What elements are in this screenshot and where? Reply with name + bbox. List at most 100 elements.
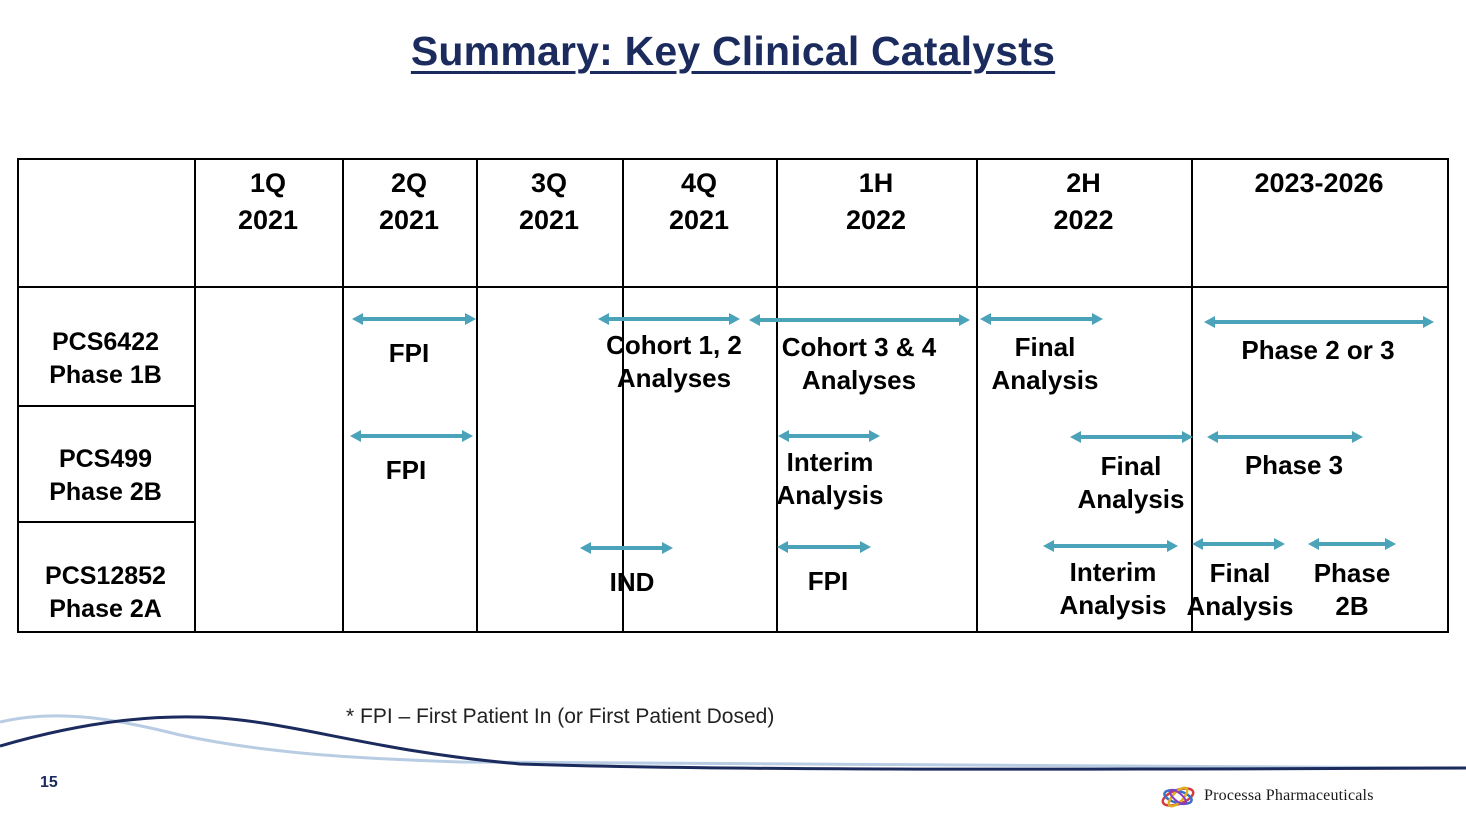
event-label-pcs12852-fpi: FPI [807, 566, 849, 596]
timeline-arrow-pcs499-phase3 [1207, 430, 1363, 444]
event-label-pcs499-fpi: FPI [385, 455, 427, 485]
column-header-line2: 2021 [518, 205, 580, 235]
row-label-name: PCS12852 [45, 562, 166, 590]
column-divider-1 [194, 158, 196, 633]
row-divider [17, 521, 194, 523]
timeline-arrow-pcs499-fpi [350, 429, 473, 443]
double-arrow-icon [980, 313, 1103, 325]
arrow-head-right [662, 542, 673, 554]
event-label-pcs12852-final: Final Analysis [1186, 558, 1294, 621]
column-header-line1: 2023-2026 [1254, 168, 1384, 198]
arrow-head-right [1274, 538, 1285, 550]
column-divider-8 [1447, 158, 1449, 633]
wave-dark-shape [0, 715, 1466, 771]
page-title: Summary: Key Clinical Catalysts [410, 28, 1056, 74]
arrow-head-left [1192, 538, 1203, 550]
arrow-head-left [980, 313, 991, 325]
arrow-head-right [1182, 431, 1193, 443]
logo-text: Processa Pharmaceuticals [1204, 787, 1374, 804]
column-header-line2: 2021 [668, 205, 730, 235]
timeline-arrow-pcs12852-fpi [777, 540, 871, 554]
event-label-pcs6422-final: Final Analysis [991, 332, 1099, 395]
column-header-line2: 2022 [845, 205, 907, 235]
column-divider-7 [1191, 158, 1193, 633]
double-arrow-icon [749, 314, 970, 326]
column-header-line1: 1H [858, 168, 894, 198]
arrow-head-right [860, 541, 871, 553]
timeline-arrow-pcs12852-final [1192, 537, 1285, 551]
arrow-head-right [1423, 316, 1434, 328]
row-label-phase: Phase 2B [49, 478, 162, 506]
logo-swirl-icon [1161, 786, 1195, 808]
arrow-head-right [1385, 538, 1396, 550]
column-header-line2: 2021 [237, 205, 299, 235]
column-divider-3 [476, 158, 478, 633]
column-header-line1: 2Q [390, 168, 428, 198]
event-label-pcs499-final: Final Analysis [1077, 451, 1185, 514]
double-arrow-icon [1204, 316, 1434, 328]
arrow-head-left [598, 313, 609, 325]
timeline-arrow-pcs12852-interim [1043, 539, 1178, 553]
column-divider-4 [622, 158, 624, 633]
column-header-line1: 2H [1066, 168, 1101, 198]
row-divider [17, 405, 194, 407]
arrow-head-right [1092, 313, 1103, 325]
double-arrow-icon [778, 430, 880, 442]
column-divider-6 [976, 158, 978, 633]
row-label-name: PCS499 [58, 445, 153, 473]
arrow-head-right [465, 313, 476, 325]
arrow-head-left [580, 542, 591, 554]
timeline-arrow-pcs6422-final [980, 312, 1103, 326]
event-label-pcs6422-cohort12: Cohort 1, 2 Analyses [606, 330, 742, 393]
arrow-head-left [1070, 431, 1081, 443]
column-header-line2: 2021 [378, 205, 440, 235]
event-label-pcs12852-phase2b: Phase 2B [1313, 558, 1391, 621]
column-divider-5 [776, 158, 778, 633]
arrow-head-right [462, 430, 473, 442]
column-header-line2: 2022 [1053, 205, 1114, 235]
double-arrow-icon [1070, 431, 1193, 443]
double-arrow-icon [1308, 538, 1396, 550]
double-arrow-icon [777, 541, 871, 553]
timeline-arrow-pcs6422-phase23 [1204, 315, 1434, 329]
arrow-head-left [777, 541, 788, 553]
double-arrow-icon [1207, 431, 1363, 443]
header-divider [17, 286, 1449, 288]
table-border-top [17, 158, 1449, 160]
footnote: * FPI – First Patient In (or First Patie… [346, 705, 775, 728]
wave-light-shape [0, 714, 1466, 770]
event-label-pcs6422-phase23: Phase 2 or 3 [1241, 335, 1395, 365]
column-header-line1: 4Q [680, 168, 718, 198]
arrow-head-right [959, 314, 970, 326]
event-label-pcs6422-fpi: FPI [388, 338, 430, 368]
row-label-name: PCS6422 [51, 328, 160, 356]
arrow-head-left [350, 430, 361, 442]
double-arrow-icon [598, 313, 740, 325]
column-divider-0 [17, 158, 19, 633]
row-label-phase: Phase 2A [49, 595, 162, 623]
event-label-pcs6422-cohort34: Cohort 3 & 4 Analyses [781, 332, 937, 395]
row-label-phase: Phase 1B [49, 361, 162, 389]
double-arrow-icon [1192, 538, 1285, 550]
page-number: 15 [40, 774, 58, 791]
event-label-pcs499-phase3: Phase 3 [1244, 450, 1344, 480]
double-arrow-icon [352, 313, 476, 325]
table-border-bottom [17, 631, 1449, 633]
arrow-head-right [869, 430, 880, 442]
timeline-arrow-pcs499-final [1070, 430, 1193, 444]
decorative-waves [0, 714, 1466, 771]
arrow-head-left [749, 314, 760, 326]
timeline-arrow-pcs499-interim [778, 429, 880, 443]
column-header-line1: 3Q [530, 168, 568, 198]
event-label-pcs12852-interim: Interim Analysis [1059, 557, 1167, 620]
arrow-head-left [1207, 431, 1218, 443]
arrow-head-left [1204, 316, 1215, 328]
timeline-arrow-pcs6422-cohort12 [598, 312, 740, 326]
column-divider-2 [342, 158, 344, 633]
timeline-arrow-pcs12852-ind [580, 541, 673, 555]
timeline-arrow-pcs6422-fpi [352, 312, 476, 326]
event-label-pcs12852-ind: IND [609, 567, 655, 597]
arrow-head-left [1043, 540, 1054, 552]
timeline-arrow-pcs12852-phase2b [1308, 537, 1396, 551]
arrow-head-left [778, 430, 789, 442]
